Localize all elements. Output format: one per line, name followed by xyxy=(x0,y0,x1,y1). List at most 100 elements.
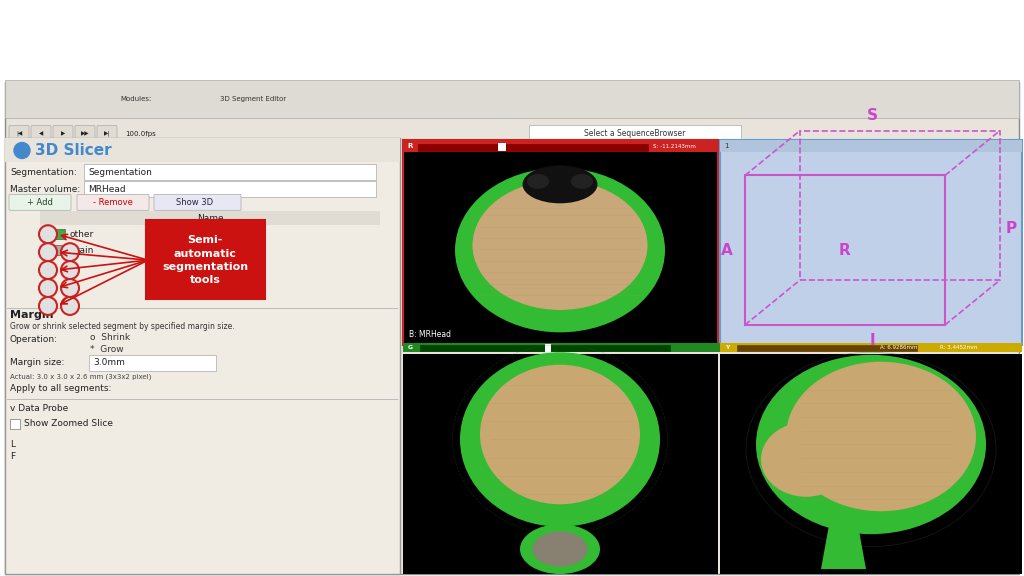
Ellipse shape xyxy=(472,180,647,310)
FancyBboxPatch shape xyxy=(154,194,241,210)
Text: other: other xyxy=(70,230,94,238)
Text: + Add: + Add xyxy=(27,198,53,207)
Text: Operation:: Operation: xyxy=(10,335,58,344)
FancyBboxPatch shape xyxy=(84,165,376,180)
Text: Margin: Margin xyxy=(10,310,53,320)
FancyBboxPatch shape xyxy=(5,138,400,574)
FancyBboxPatch shape xyxy=(89,355,216,371)
FancyBboxPatch shape xyxy=(77,194,150,210)
Circle shape xyxy=(39,225,57,243)
Ellipse shape xyxy=(480,365,640,504)
FancyBboxPatch shape xyxy=(403,354,718,574)
FancyBboxPatch shape xyxy=(53,126,73,142)
Text: Grow or shrink selected segment by specified margin size.: Grow or shrink selected segment by speci… xyxy=(10,323,234,331)
FancyBboxPatch shape xyxy=(31,126,51,142)
FancyBboxPatch shape xyxy=(75,126,95,142)
Text: 1: 1 xyxy=(724,143,728,149)
FancyBboxPatch shape xyxy=(55,245,65,255)
Text: o  Shrink: o Shrink xyxy=(90,334,130,342)
FancyBboxPatch shape xyxy=(146,220,265,299)
Text: Segmentation:: Segmentation: xyxy=(10,168,77,177)
Text: ▶: ▶ xyxy=(60,131,66,136)
Text: Select a SequenceBrowser: Select a SequenceBrowser xyxy=(585,129,686,138)
Text: Y: Y xyxy=(725,345,729,350)
Text: S: -11.2143mm: S: -11.2143mm xyxy=(653,143,696,149)
Text: Margin size:: Margin size: xyxy=(10,358,65,367)
Text: brain: brain xyxy=(70,245,93,255)
Ellipse shape xyxy=(460,353,660,526)
Ellipse shape xyxy=(756,355,986,534)
Ellipse shape xyxy=(786,362,976,511)
Text: F: F xyxy=(10,452,15,461)
Text: 3D Slicer: 3D Slicer xyxy=(35,143,112,158)
Text: B: MRHead: B: MRHead xyxy=(409,330,451,339)
Text: 100.0fps: 100.0fps xyxy=(125,131,156,137)
Text: v Data Probe: v Data Probe xyxy=(10,404,69,413)
FancyBboxPatch shape xyxy=(720,139,1022,345)
FancyBboxPatch shape xyxy=(5,138,400,162)
Text: P: P xyxy=(1006,221,1017,236)
FancyBboxPatch shape xyxy=(9,194,71,210)
Text: G: G xyxy=(408,345,413,350)
Text: 3.0mm: 3.0mm xyxy=(93,358,125,367)
Circle shape xyxy=(39,261,57,279)
Text: 3D Segment Editor: 3D Segment Editor xyxy=(220,96,286,102)
Circle shape xyxy=(39,297,57,315)
FancyBboxPatch shape xyxy=(545,344,551,352)
FancyBboxPatch shape xyxy=(420,345,670,351)
Ellipse shape xyxy=(520,524,600,574)
FancyBboxPatch shape xyxy=(7,308,398,309)
FancyBboxPatch shape xyxy=(403,343,1022,352)
FancyBboxPatch shape xyxy=(97,126,117,142)
Text: Name: Name xyxy=(197,214,223,223)
FancyBboxPatch shape xyxy=(5,79,1019,118)
Text: L: L xyxy=(10,440,15,449)
Text: Show Zoomed Slice: Show Zoomed Slice xyxy=(24,419,113,428)
Ellipse shape xyxy=(522,165,597,203)
Circle shape xyxy=(61,279,79,297)
FancyBboxPatch shape xyxy=(7,399,398,400)
FancyBboxPatch shape xyxy=(403,139,718,345)
Text: ◀: ◀ xyxy=(39,131,43,136)
Text: Semi-Automatic Segmentation Using Segmentation Module: Semi-Automatic Segmentation Using Segmen… xyxy=(0,20,1024,58)
FancyBboxPatch shape xyxy=(720,354,1022,574)
FancyBboxPatch shape xyxy=(737,345,918,351)
FancyBboxPatch shape xyxy=(9,126,29,142)
FancyBboxPatch shape xyxy=(5,82,1019,574)
Text: MRHead: MRHead xyxy=(88,185,126,194)
Text: Master volume:: Master volume: xyxy=(10,185,80,194)
Text: A: A xyxy=(721,242,733,257)
FancyBboxPatch shape xyxy=(55,229,65,239)
Text: R: R xyxy=(839,242,851,257)
Ellipse shape xyxy=(532,532,588,567)
Circle shape xyxy=(61,261,79,279)
Circle shape xyxy=(14,142,30,158)
Ellipse shape xyxy=(527,174,549,189)
Text: Show 3D: Show 3D xyxy=(176,198,214,207)
FancyBboxPatch shape xyxy=(498,142,506,151)
Ellipse shape xyxy=(761,422,851,497)
Ellipse shape xyxy=(571,174,593,189)
Circle shape xyxy=(61,297,79,315)
FancyBboxPatch shape xyxy=(10,419,20,429)
FancyBboxPatch shape xyxy=(418,143,648,150)
Text: R: R xyxy=(407,143,413,149)
Text: R: 3.4452mm: R: 3.4452mm xyxy=(940,345,978,350)
Text: |◀: |◀ xyxy=(16,131,23,137)
Text: Segmentation: Segmentation xyxy=(88,168,152,177)
Ellipse shape xyxy=(455,168,665,332)
Text: ▶▶: ▶▶ xyxy=(81,131,89,136)
Circle shape xyxy=(39,243,57,261)
Circle shape xyxy=(61,243,79,261)
FancyBboxPatch shape xyxy=(720,343,1022,352)
Text: - Remove: - Remove xyxy=(93,198,133,207)
Text: ▶|: ▶| xyxy=(103,131,111,137)
Circle shape xyxy=(39,279,57,297)
FancyBboxPatch shape xyxy=(84,181,376,198)
FancyBboxPatch shape xyxy=(403,139,718,153)
Polygon shape xyxy=(821,514,866,569)
Text: S: S xyxy=(866,108,878,123)
FancyBboxPatch shape xyxy=(529,124,741,142)
Text: Semi-
automatic
segmentation
tools: Semi- automatic segmentation tools xyxy=(162,236,248,285)
Text: I: I xyxy=(869,333,874,348)
